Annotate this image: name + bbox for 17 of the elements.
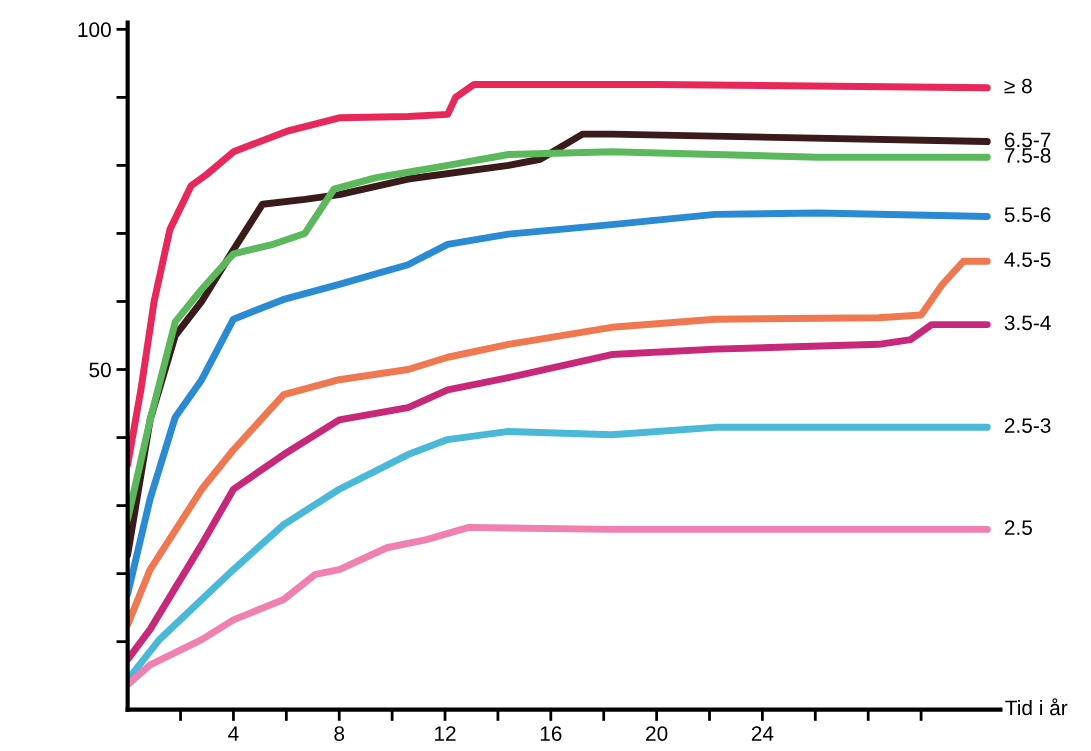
series-label: 3.5-4: [1004, 315, 1051, 331]
series-label: 2.5-3: [1004, 418, 1051, 433]
series-label: 6.5-7: [1004, 132, 1051, 148]
series-label: 5.5-6: [1004, 207, 1051, 223]
x-axis-title: Tid i år: [1005, 698, 1068, 716]
x-tick-label: 24: [751, 726, 774, 741]
x-tick-label: 12: [435, 726, 456, 741]
series-label: 7.5-8: [1004, 148, 1051, 163]
series-label: ≥ 8: [1004, 78, 1032, 94]
x-tick-label: 16: [540, 726, 562, 741]
y-tick-label: 100: [78, 22, 111, 38]
x-tick-label: 8: [334, 726, 345, 741]
series-label: 2.5: [1004, 520, 1032, 535]
x-tick-label: 20: [646, 726, 668, 741]
series-label: 4.5-5: [1004, 252, 1051, 267]
y-tick-label: 50: [89, 362, 111, 378]
x-tick-label: 4: [228, 726, 239, 741]
